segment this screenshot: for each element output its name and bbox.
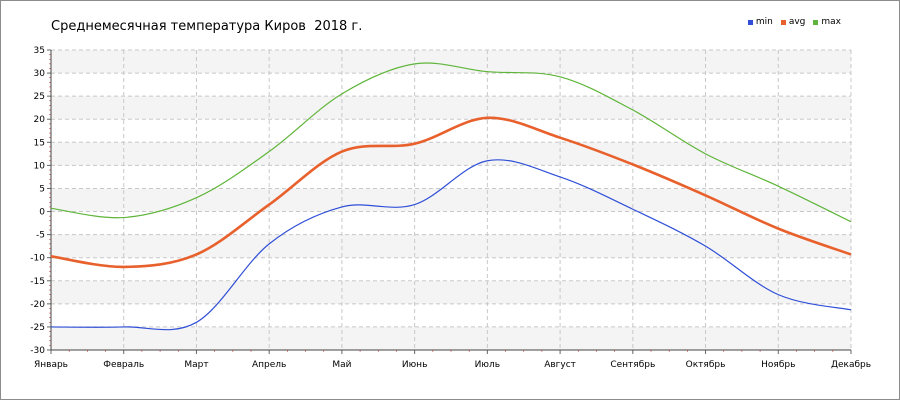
legend-swatch-min	[747, 19, 753, 25]
y-tick-label: 10	[34, 161, 46, 171]
y-tick-label: 20	[34, 115, 46, 125]
x-tick-label: Август	[544, 360, 576, 370]
series-line-avg	[50, 116, 852, 269]
chart-title: Среднемесячная температура Киров 2018 г.	[51, 19, 363, 34]
grid-band	[51, 280, 851, 304]
x-tick-label: Декабрь	[831, 360, 871, 370]
grid-band	[51, 188, 851, 212]
legend-swatch-max	[813, 19, 819, 25]
y-tick-label: -25	[30, 323, 45, 333]
legend-label-max: max	[821, 17, 841, 27]
legend-item-max: max	[813, 17, 841, 27]
x-tick-label: Май	[332, 360, 351, 370]
x-tick-label: Октябрь	[686, 360, 726, 370]
x-tick-label: Сентябрь	[610, 360, 655, 370]
x-tick-label: Март	[184, 360, 208, 370]
y-tick-label: 25	[34, 92, 45, 102]
grid-band	[51, 50, 851, 74]
y-tick-label: 5	[39, 184, 45, 194]
legend-label-min: min	[755, 17, 773, 27]
grid-band	[51, 142, 851, 166]
x-tick-label: Июль	[475, 360, 500, 370]
legend-swatch-avg	[780, 19, 786, 25]
grid-band	[51, 234, 851, 258]
x-tick-label: Февраль	[103, 360, 144, 370]
legend-item-min: min	[747, 17, 773, 27]
y-tick-label: 30	[34, 69, 46, 79]
y-tick-label: -10	[30, 254, 45, 264]
legend: min avg max	[747, 17, 841, 27]
y-tick-label: 35	[34, 46, 45, 56]
x-tick-label: Июнь	[402, 360, 428, 370]
y-tick-label: -15	[30, 277, 45, 287]
y-tick-label: -5	[36, 231, 45, 241]
y-tick-label: -30	[30, 346, 45, 356]
series-line-max	[50, 62, 852, 223]
x-tick-label: Ноябрь	[761, 360, 795, 370]
x-tick-label: Январь	[34, 360, 68, 370]
grid-band	[51, 326, 851, 350]
grid-band	[51, 96, 851, 120]
x-tick-label: Апрель	[252, 360, 286, 370]
y-tick-label: 15	[34, 138, 45, 148]
y-tick-label: -20	[30, 300, 45, 310]
legend-label-avg: avg	[788, 17, 806, 27]
legend-item-avg: avg	[780, 17, 806, 27]
series-line-min	[50, 159, 852, 331]
y-tick-label: 0	[39, 208, 45, 218]
